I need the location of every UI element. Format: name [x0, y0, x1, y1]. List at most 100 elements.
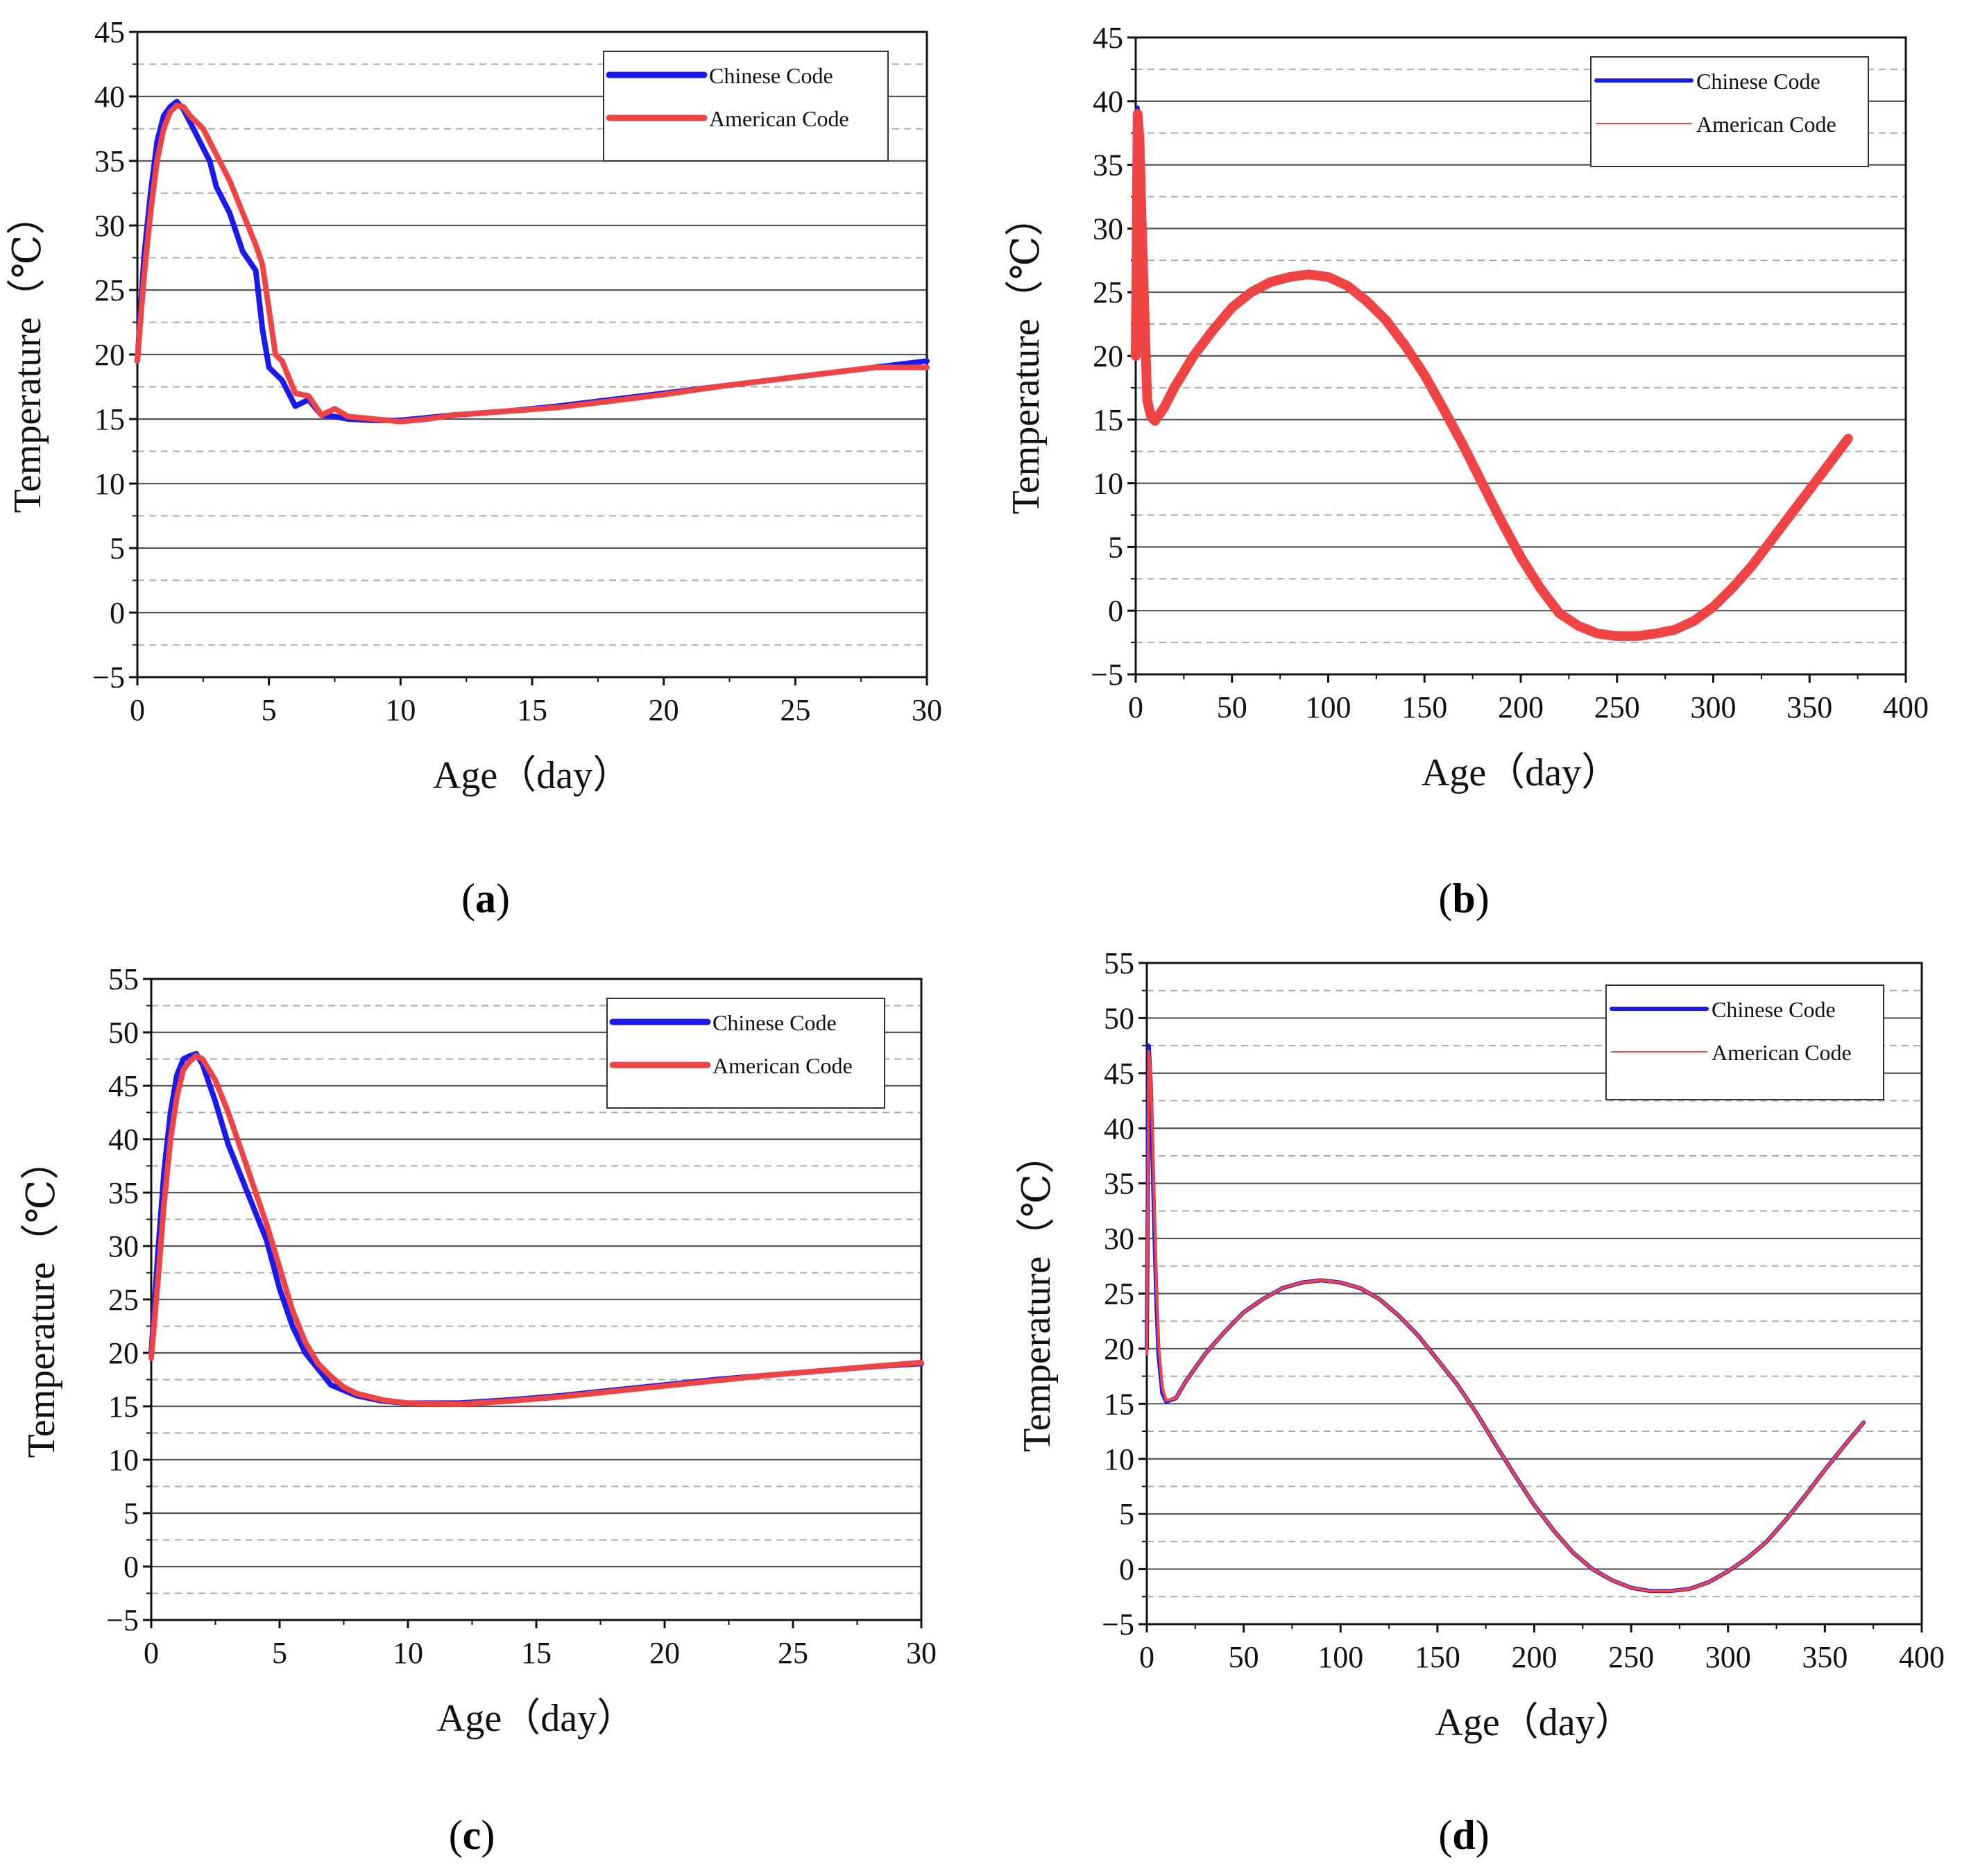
series-line-american-code — [1131, 109, 1853, 641]
x-tick-label: 0 — [130, 693, 145, 727]
x-tick-label: 0 — [144, 1636, 159, 1670]
series-line-chinese-code — [1145, 1043, 1866, 1594]
y-tick-label: −5 — [92, 660, 125, 694]
x-tick-label: 50 — [1217, 690, 1247, 724]
y-tick-label: 45 — [1104, 1057, 1134, 1091]
y-tick-label: 35 — [94, 144, 125, 178]
x-tick-label: 250 — [1608, 1640, 1654, 1674]
x-tick-label: 30 — [906, 1636, 937, 1670]
y-tick-label: 20 — [1104, 1332, 1134, 1366]
legend-entry: Chinese Code — [713, 1010, 837, 1035]
y-tick-label: 50 — [108, 1016, 139, 1050]
y-tick-label: 15 — [108, 1390, 139, 1424]
panel-label: (c) — [449, 1812, 495, 1858]
x-tick-label: 200 — [1512, 1640, 1558, 1674]
y-tick-label: 10 — [1104, 1442, 1134, 1476]
y-tick-label: 10 — [94, 467, 125, 501]
x-tick-label: 300 — [1691, 690, 1737, 724]
y-tick-label: −5 — [1102, 1608, 1134, 1642]
y-tick-label: 40 — [1093, 85, 1123, 119]
y-tick-label: 20 — [108, 1336, 139, 1370]
y-tick-label: 30 — [108, 1229, 139, 1263]
x-tick-label: 50 — [1229, 1640, 1259, 1674]
y-axis-label: Temperature（℃） — [6, 196, 49, 513]
legend-box — [1605, 984, 1884, 1100]
y-tick-label: 45 — [94, 15, 125, 49]
legend-box — [1590, 56, 1869, 167]
x-tick-label: 10 — [393, 1636, 423, 1670]
series-line-chinese-code — [1134, 105, 1850, 638]
y-tick-label: 30 — [1104, 1222, 1134, 1256]
legend: Chinese Code American Code — [603, 51, 889, 162]
legend-entry: American Code — [1696, 112, 1836, 137]
y-tick-label: 10 — [108, 1443, 139, 1477]
y-tick-label: 40 — [1104, 1111, 1134, 1145]
y-tick-label: 20 — [1093, 339, 1123, 373]
x-tick-label: 350 — [1802, 1640, 1848, 1674]
y-tick-label: 0 — [1108, 594, 1123, 628]
panel-label: (a) — [461, 876, 510, 921]
x-axis-label: Age（day） — [433, 754, 631, 797]
x-tick-label: 300 — [1705, 1640, 1751, 1674]
x-tick-label: 400 — [1883, 690, 1929, 724]
x-tick-label: 350 — [1786, 690, 1832, 724]
panel-label: (d) — [1438, 1812, 1489, 1858]
series-line-american-code — [135, 103, 930, 425]
x-tick-label: 0 — [1139, 1640, 1154, 1674]
x-tick-label: 100 — [1306, 690, 1351, 724]
y-tick-label: 25 — [1104, 1277, 1134, 1311]
y-tick-label: 35 — [108, 1176, 139, 1210]
x-tick-label: 15 — [517, 693, 547, 727]
y-tick-label: 5 — [123, 1496, 139, 1530]
legend-entry: American Code — [713, 1053, 853, 1078]
y-tick-label: 55 — [108, 962, 139, 996]
panel-label: (b) — [1438, 876, 1489, 921]
y-tick-label: 0 — [123, 1550, 139, 1584]
x-tick-label: 25 — [778, 1636, 808, 1670]
y-tick-label: 50 — [1104, 1001, 1134, 1035]
x-tick-label: 30 — [912, 693, 942, 727]
y-tick-label: 35 — [1104, 1167, 1134, 1201]
series-line-american-code — [1145, 1050, 1866, 1593]
x-tick-label: 10 — [385, 693, 416, 727]
x-axis-label: Age（day） — [1435, 1701, 1633, 1744]
y-axis-label: Temperature（℃） — [20, 1141, 63, 1458]
legend: Chinese Code American Code — [1605, 984, 1884, 1100]
legend-box — [606, 998, 885, 1109]
y-tick-label: 5 — [110, 531, 125, 565]
legend: Chinese Code American Code — [606, 998, 885, 1109]
x-tick-label: 15 — [521, 1636, 552, 1670]
x-tick-label: 250 — [1594, 690, 1640, 724]
legend: Chinese Code American Code — [1590, 56, 1869, 167]
y-tick-label: 45 — [1093, 21, 1123, 55]
y-tick-label: 40 — [94, 80, 125, 114]
legend-entry: Chinese Code — [1712, 997, 1836, 1022]
x-tick-label: 150 — [1415, 1640, 1460, 1674]
y-tick-label: 15 — [94, 402, 125, 436]
y-tick-label: 5 — [1108, 530, 1123, 564]
y-tick-label: 40 — [108, 1123, 139, 1157]
legend-entry: Chinese Code — [709, 63, 833, 88]
y-axis-label: Temperature（℃） — [1005, 198, 1048, 515]
y-tick-label: 55 — [1104, 946, 1134, 980]
legend-box — [603, 51, 889, 162]
x-tick-label: 0 — [1128, 690, 1143, 724]
y-tick-label: −5 — [106, 1603, 139, 1637]
x-axis-label: Age（day） — [1422, 751, 1620, 794]
y-tick-label: 30 — [1093, 212, 1123, 246]
y-axis-label: Temperature（℃） — [1016, 1135, 1059, 1452]
y-tick-label: 15 — [1093, 403, 1123, 437]
y-tick-label: 10 — [1093, 467, 1123, 501]
y-tick-label: 5 — [1119, 1497, 1134, 1531]
x-tick-label: 5 — [262, 693, 277, 727]
y-tick-label: −5 — [1091, 658, 1123, 692]
x-tick-label: 20 — [649, 693, 679, 727]
x-tick-label: 5 — [272, 1636, 287, 1670]
y-tick-label: 25 — [108, 1283, 139, 1317]
x-tick-label: 200 — [1498, 690, 1544, 724]
y-tick-label: 35 — [1093, 148, 1123, 182]
